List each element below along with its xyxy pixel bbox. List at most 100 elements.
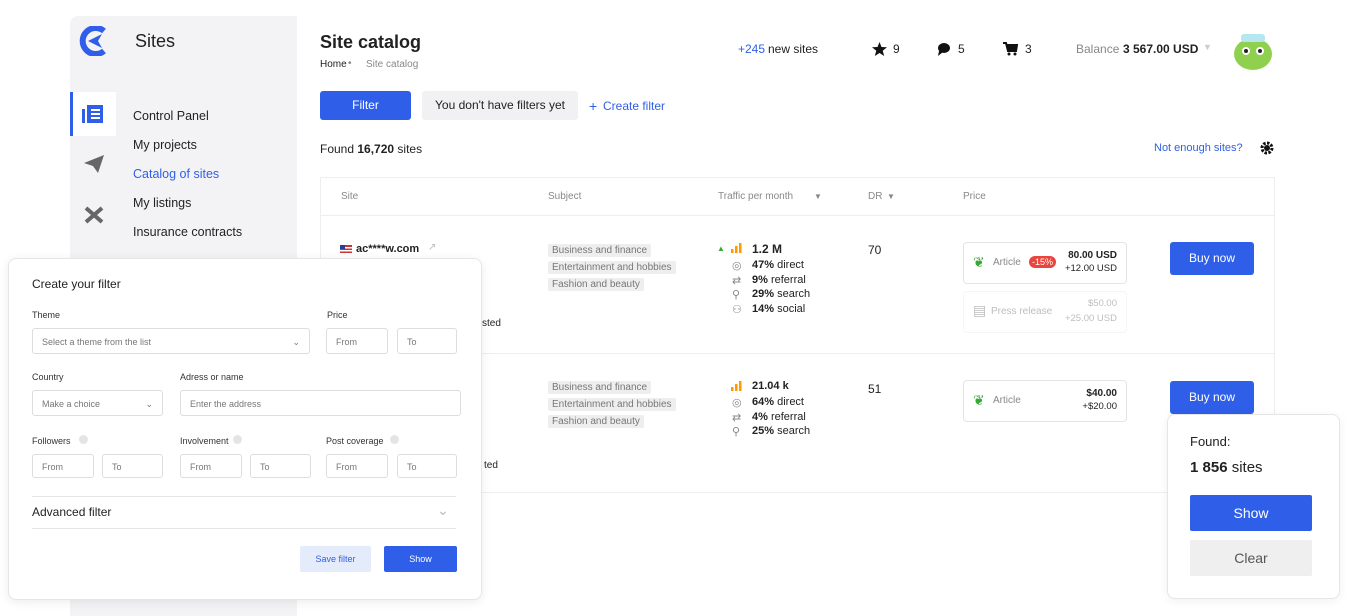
field-label: Followers [32, 436, 71, 446]
external-link-icon[interactable]: ↗ [428, 242, 437, 253]
source-name: social [777, 303, 806, 315]
info-icon[interactable] [233, 435, 242, 444]
menu-item-active[interactable]: Catalog of sites [133, 167, 220, 181]
followers-from[interactable]: From [32, 454, 94, 478]
balance-caret[interactable]: ▼ [1203, 42, 1212, 52]
field-label: Adress or name [180, 372, 244, 382]
row-tag: sted [482, 318, 501, 329]
source-name: search [777, 425, 811, 437]
offer-card[interactable]: ❦ Article -15% 80.00 USD +12.00 USD [963, 242, 1127, 284]
filter-panel: Create your filter Theme Select a theme … [8, 258, 482, 600]
create-filter-link[interactable]: Create filter [603, 99, 666, 113]
chevron[interactable]: ⌄ [437, 502, 449, 518]
info-icon[interactable] [390, 435, 399, 444]
cart-icon[interactable] [1003, 42, 1018, 56]
caret: ⌄ [292, 337, 300, 347]
involvement-to[interactable]: To [250, 454, 311, 478]
placeholder: Select a theme from the list [42, 337, 152, 347]
leaf-icon: ❦ [973, 254, 985, 270]
messages-icon[interactable] [937, 42, 952, 56]
followers-to[interactable]: To [102, 454, 163, 478]
found-label: Found: [1190, 434, 1231, 449]
show-button[interactable]: Show [384, 546, 457, 572]
found-label: Found [320, 142, 355, 156]
new-sites-label[interactable]: new sites [768, 42, 819, 56]
buy-label: Buy now [1188, 251, 1236, 265]
new-sites-count[interactable]: +245 [738, 42, 766, 56]
buy-button[interactable]: Buy now [1170, 381, 1254, 414]
traffic-source: 47% direct [752, 259, 804, 271]
offer-extra: +25.00 USD [1064, 313, 1117, 324]
breadcrumb[interactable]: Home [320, 59, 347, 70]
traffic-source: 9% referral [752, 274, 806, 286]
subject-tag: Entertainment and hobbies [548, 261, 676, 274]
menu-item[interactable]: Control Panel [133, 109, 209, 123]
sort-icon[interactable]: ▼ [887, 192, 895, 201]
theme-select[interactable]: Select a theme from the list ⌄ [32, 328, 310, 354]
source-share: 25% [752, 425, 775, 437]
plus-icon[interactable]: + [589, 98, 598, 114]
tools-icon [84, 206, 104, 224]
traffic-source: 29% search [752, 288, 810, 300]
sort-icon[interactable]: ▼ [814, 192, 822, 201]
coverage-to[interactable]: To [397, 454, 457, 478]
subject-tag: Fashion and beauty [548, 278, 644, 291]
subject-tag: Business and finance [548, 381, 652, 394]
involvement-from[interactable]: From [180, 454, 242, 478]
star-icon[interactable] [872, 42, 887, 56]
offer-price: 80.00 USD [1068, 250, 1117, 261]
found-summary: Found 16,720 sites [320, 142, 422, 156]
found-unit: sites [1231, 459, 1263, 476]
document-icon: ▤ [973, 302, 987, 318]
source-icon: ◎ [732, 397, 742, 409]
messages-count: 5 [958, 42, 965, 56]
offer-extra: +$20.00 [1082, 401, 1117, 412]
coverage-from[interactable]: From [326, 454, 388, 478]
not-enough-link[interactable]: Not enough sites? [1154, 142, 1243, 154]
found-result: 1 856 sites [1190, 459, 1263, 476]
menu-item[interactable]: My listings [133, 196, 192, 210]
price-from[interactable]: From [326, 328, 388, 354]
column-header[interactable]: DR [868, 191, 883, 202]
domain-rating: 51 [868, 382, 882, 396]
menu-item[interactable]: My projects [133, 138, 197, 152]
buy-button[interactable]: Buy now [1170, 242, 1254, 275]
traffic-total: 21.04 k [752, 380, 789, 392]
breadcrumb-separator: • [348, 58, 352, 69]
source-name: search [777, 288, 811, 300]
source-name: referral [770, 411, 806, 423]
source-icon: ⇄ [732, 412, 742, 424]
trend-icon: ▲ [717, 244, 725, 253]
cart-count: 3 [1025, 42, 1032, 56]
save-filter-button[interactable]: Save filter [300, 546, 371, 572]
menu-item[interactable]: Insurance contracts [133, 225, 243, 239]
panel-title: Create your filter [32, 277, 121, 291]
info-icon[interactable] [79, 435, 88, 444]
show-button[interactable]: Show [1190, 495, 1312, 531]
offer-type: Article [993, 395, 1021, 406]
price-to[interactable]: To [397, 328, 457, 354]
source-name: referral [770, 274, 806, 286]
source-name: direct [777, 259, 804, 271]
subject-tag: Fashion and beauty [548, 415, 644, 428]
traffic-source: 64% direct [752, 396, 804, 408]
offer-type: Press release [991, 306, 1053, 317]
filter-button[interactable]: Filter [320, 91, 411, 120]
avatar[interactable] [1230, 30, 1276, 72]
settings-icon[interactable] [1260, 141, 1274, 155]
column-header[interactable]: Traffic per month [718, 191, 794, 202]
catalog-table: Site Subject Traffic per month ▼ DR ▼ Pr… [320, 177, 1275, 528]
row-divider [321, 215, 1274, 216]
balance-amount[interactable]: 3 567.00 USD [1123, 42, 1199, 56]
address-input[interactable]: Enter the address [180, 390, 461, 416]
leaf-icon: ❦ [973, 392, 985, 408]
source-icon: ⚲ [732, 289, 741, 301]
country-select[interactable]: Make a choice ⌄ [32, 390, 163, 416]
traffic-total: 1.2 M [752, 242, 783, 256]
logo [79, 26, 106, 56]
advanced-filter-toggle[interactable]: Advanced filter [32, 505, 112, 519]
site-name[interactable]: ac****w.com [356, 243, 420, 255]
offer-card[interactable]: ❦ Article $40.00 +$20.00 [963, 380, 1127, 422]
clear-button[interactable]: Clear [1190, 540, 1312, 576]
